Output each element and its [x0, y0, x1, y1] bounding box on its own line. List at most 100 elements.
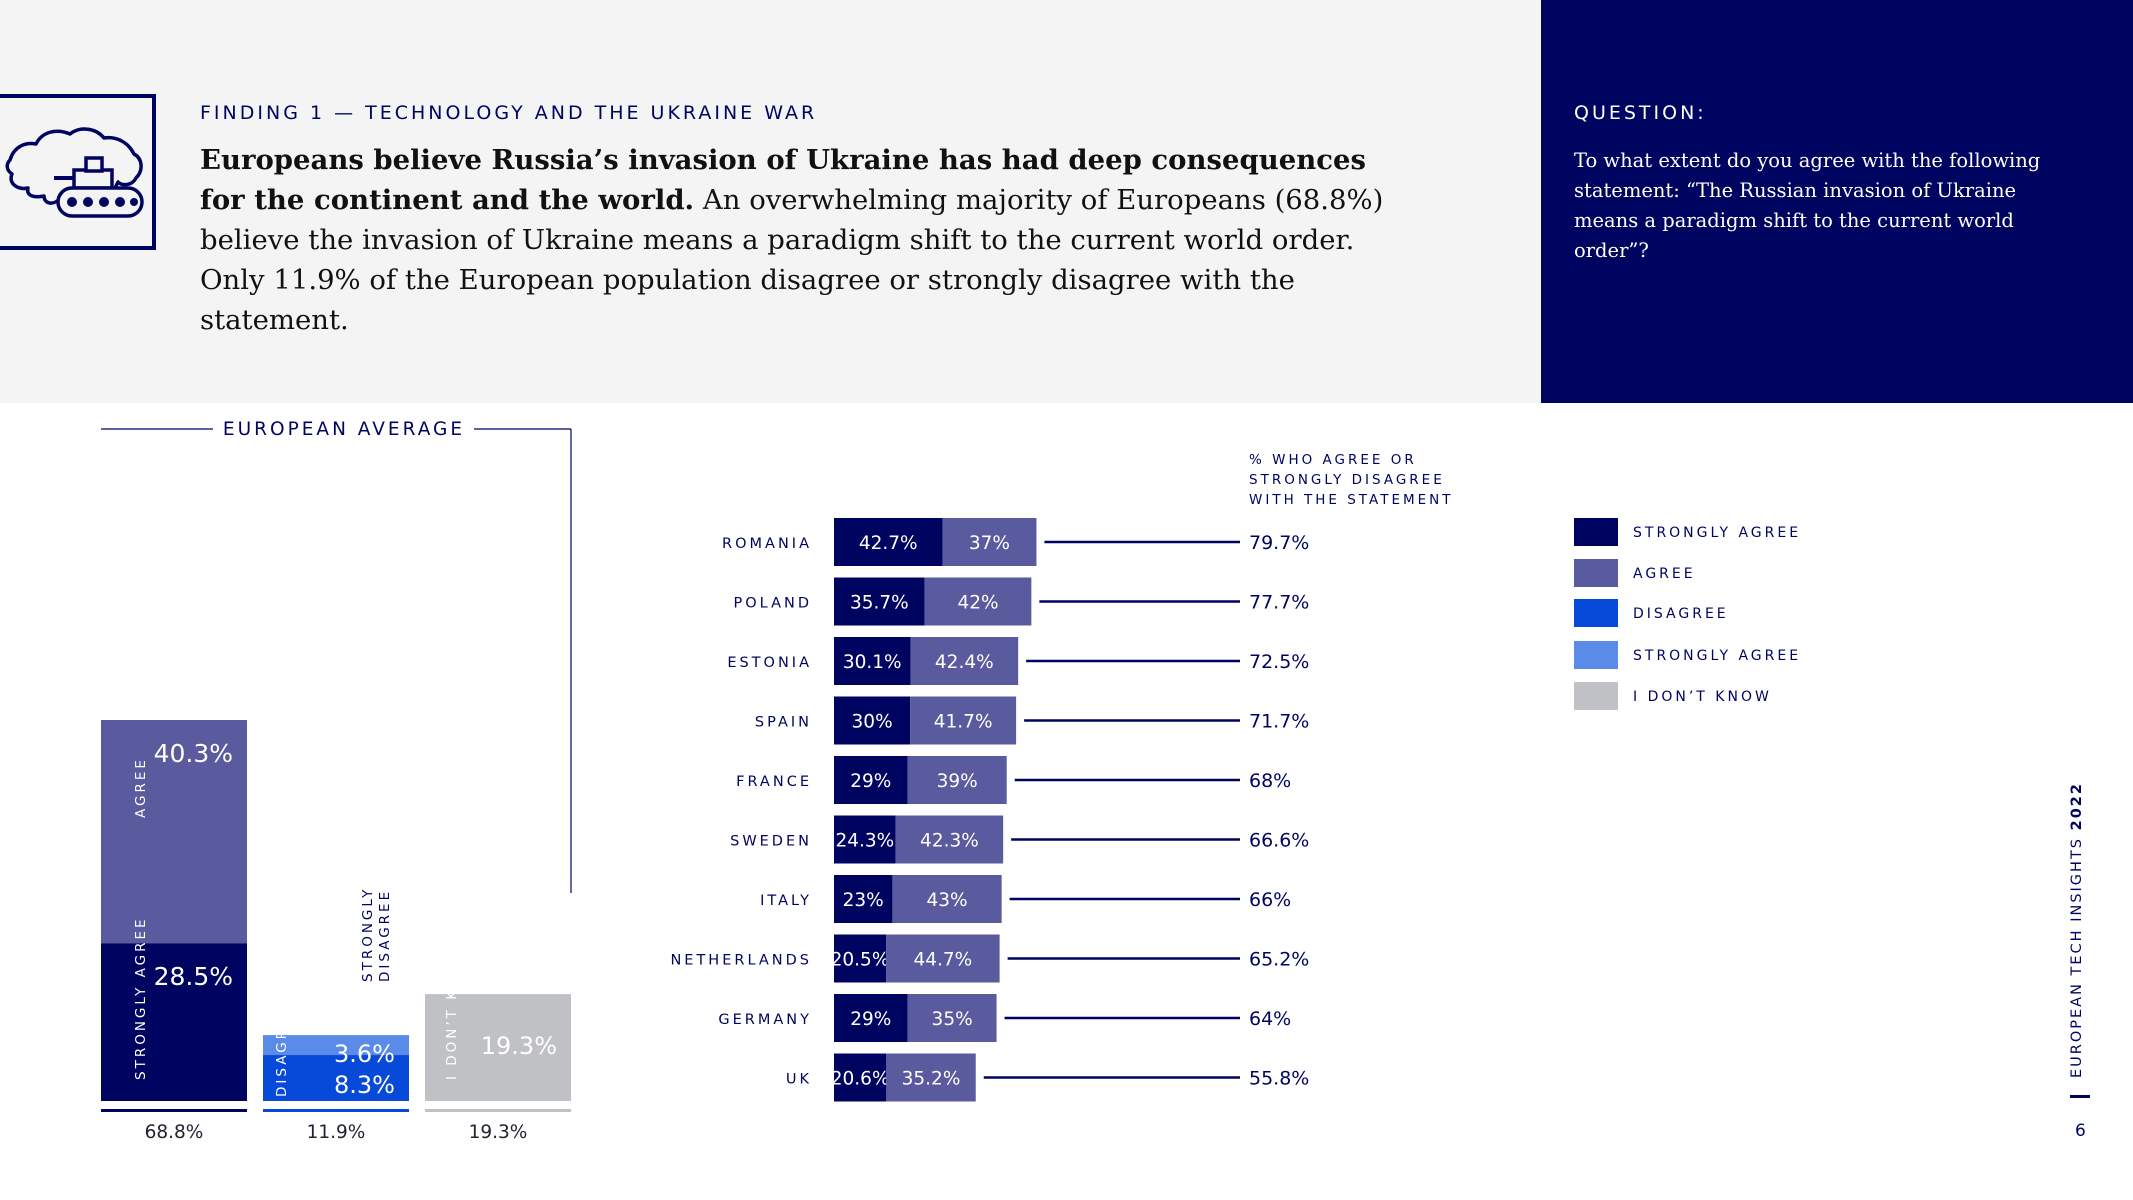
- legend-label: DISAGREE: [1633, 606, 1729, 622]
- bar-agree: [907, 756, 1007, 804]
- bar-strongly-agree: [834, 577, 925, 626]
- legend-item-agree: AGREE: [1574, 559, 1974, 587]
- avg-total-underline-2: [425, 1109, 571, 1112]
- intro-bold-statement: Europeans believe Russia’s invasion of U…: [200, 144, 1366, 216]
- avg-chart-title: EUROPEAN AVERAGE: [223, 419, 465, 440]
- bar-label-strongly-agree: 35.7%: [850, 593, 909, 614]
- bar-agree: [910, 637, 1019, 685]
- report-title-main: EUROPEAN TECH INSIGHTS: [2069, 830, 2085, 1078]
- country-row-uk: UK 20.6% 35.2% 55.8%: [786, 1053, 1309, 1102]
- bar-label-strongly-agree: 20.6%: [831, 1069, 890, 1090]
- legend-item-strongly-disagree: STRONGLY AGREE: [1574, 641, 1974, 669]
- country-chart-title-line-1: % WHO AGREE OR: [1249, 452, 1417, 468]
- total-label: 68%: [1249, 770, 1291, 792]
- total-label: 79.7%: [1249, 532, 1309, 554]
- legend-swatch: [1574, 559, 1618, 587]
- country-row-netherlands: NETHERLANDS 20.5% 44.7% 65.2%: [670, 934, 1309, 983]
- bar-agree: [924, 577, 1032, 626]
- report-title-year: 2022: [2069, 782, 2085, 831]
- header-band: [0, 0, 1541, 403]
- avg-total-label-i-don-t-know: 19.3%: [469, 1122, 528, 1143]
- country-label: ROMANIA: [722, 536, 812, 552]
- avg-segment-label-strongly-disagree-2: DISAGREE: [377, 889, 393, 982]
- avg-total-underline-1: [263, 1109, 409, 1112]
- question-label: QUESTION:: [1574, 102, 1707, 124]
- bar-label-strongly-agree: 30.1%: [843, 652, 902, 673]
- avg-total-label-disagree-total: 11.9%: [307, 1122, 366, 1143]
- country-row-france: FRANCE 29% 39% 68%: [736, 756, 1291, 804]
- country-label: NETHERLANDS: [670, 953, 812, 969]
- legend-label: STRONGLY AGREE: [1633, 525, 1802, 541]
- total-label: 72.5%: [1249, 651, 1309, 673]
- bar-label-agree: 42.4%: [935, 652, 994, 673]
- bar-label-strongly-agree: 29%: [850, 771, 891, 792]
- country-row-germany: GERMANY 29% 35% 64%: [718, 994, 1291, 1042]
- bar-label-agree: 42%: [957, 593, 998, 614]
- bar-agree: [942, 518, 1037, 566]
- bar-strongly-agree: [834, 934, 887, 983]
- country-chart-title: % WHO AGREE OR STRONGLY DISAGREE WITH TH…: [1249, 450, 1489, 510]
- bar-strongly-agree: [834, 756, 908, 804]
- avg-bar-disagree: [263, 1055, 409, 1101]
- bar-label-agree: 42.3%: [920, 831, 979, 852]
- bar-strongly-agree: [834, 518, 943, 566]
- side-marker: [2070, 1095, 2090, 1098]
- legend-label: I DON’T KNOW: [1633, 689, 1772, 705]
- avg-bar-strongly-disagree: [263, 1035, 409, 1056]
- avg-data-label-strongly-agree: 28.5%: [154, 962, 233, 991]
- bar-agree: [892, 875, 1002, 923]
- legend-label: STRONGLY AGREE: [1633, 648, 1802, 664]
- legend-swatch: [1574, 682, 1618, 710]
- avg-segment-label-strongly-disagree-1: STRONGLY: [360, 887, 376, 982]
- bar-label-strongly-agree: 42.7%: [859, 533, 918, 554]
- avg-bar-i-don-t-know: [425, 994, 571, 1101]
- bar-agree: [886, 1053, 976, 1102]
- bar-strongly-agree: [834, 875, 893, 923]
- bar-label-strongly-agree: 30%: [852, 712, 893, 733]
- total-label: 65.2%: [1249, 949, 1309, 971]
- avg-total-label-agree-total: 68.8%: [145, 1122, 204, 1143]
- avg-data-label-i-don-t-know: 19.3%: [481, 1032, 557, 1060]
- bar-label-agree: 37%: [969, 533, 1010, 554]
- total-label: 66.6%: [1249, 830, 1309, 852]
- bar-strongly-agree: [834, 815, 896, 864]
- country-row-spain: SPAIN 30% 41.7% 71.7%: [755, 696, 1309, 745]
- report-title-vertical: EUROPEAN TECH INSIGHTS 2022: [2069, 782, 2085, 1078]
- bar-label-agree: 35%: [932, 1009, 973, 1030]
- finding-label: FINDING 1 — TECHNOLOGY AND THE UKRAINE W…: [200, 102, 818, 124]
- avg-segment-label-strongly-agree: STRONGLY AGREE: [133, 916, 149, 1080]
- avg-segment-label-dont-know: I DON’T KNOW: [444, 945, 460, 1080]
- country-row-romania: ROMANIA 42.7% 37% 79.7%: [722, 518, 1309, 566]
- bar-label-agree: 41.7%: [934, 712, 993, 733]
- country-chart-title-line-3: WITH THE STATEMENT: [1249, 492, 1454, 508]
- intro-body: An overwhelming majority of Europeans (6…: [200, 184, 1384, 336]
- ukraine-tank-icon: [0, 94, 156, 250]
- bar-strongly-agree: [834, 1053, 887, 1102]
- country-row-sweden: SWEDEN 24.3% 42.3% 66.6%: [730, 815, 1309, 864]
- bar-label-agree: 44.7%: [913, 950, 972, 971]
- bar-label-strongly-agree: 23%: [843, 890, 884, 911]
- avg-data-label-strongly-disagree: 3.6%: [334, 1040, 395, 1068]
- legend-item-dont-know: I DON’T KNOW: [1574, 682, 1974, 710]
- country-label: ESTONIA: [727, 655, 812, 671]
- country-label: UK: [786, 1072, 812, 1088]
- country-row-estonia: ESTONIA 30.1% 42.4% 72.5%: [727, 637, 1309, 685]
- legend-item-strongly-agree: STRONGLY AGREE: [1574, 518, 1974, 546]
- country-label: POLAND: [734, 596, 813, 612]
- avg-data-label-agree: 40.3%: [154, 739, 233, 768]
- page-number: 6: [2075, 1121, 2086, 1141]
- country-row-italy: ITALY 23% 43% 66%: [760, 875, 1291, 923]
- bar-strongly-agree: [834, 637, 911, 685]
- bar-strongly-agree: [834, 696, 911, 745]
- country-label: GERMANY: [718, 1012, 812, 1028]
- avg-bar-strongly-agree: [101, 943, 247, 1101]
- total-label: 71.7%: [1249, 711, 1309, 733]
- avg-segment-label-agree: AGREE: [133, 757, 149, 818]
- avg-segment-label-disagree: DISAGREE: [274, 1004, 290, 1097]
- legend-swatch: [1574, 599, 1618, 627]
- bar-strongly-agree: [834, 994, 908, 1042]
- country-label: FRANCE: [736, 774, 812, 790]
- bar-agree: [910, 696, 1017, 745]
- country-row-poland: POLAND 35.7% 42% 77.7%: [734, 577, 1309, 626]
